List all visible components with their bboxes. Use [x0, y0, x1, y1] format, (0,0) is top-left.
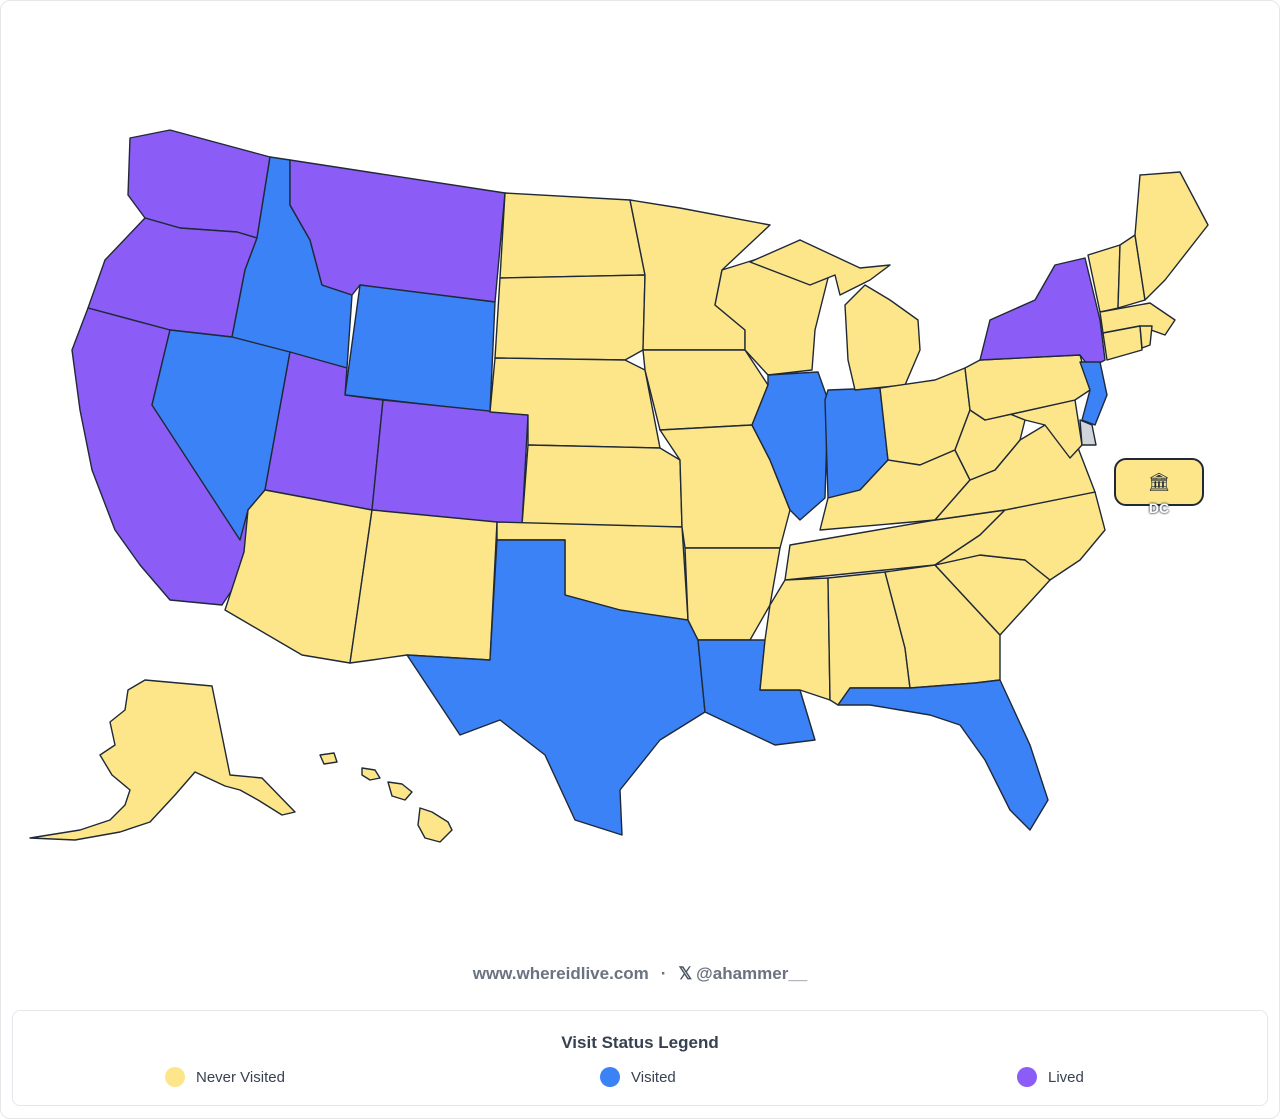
state-me[interactable]: [1134, 171, 1209, 301]
site-link[interactable]: www.whereidlive.com: [472, 964, 649, 983]
state-mi-lower[interactable]: [844, 284, 921, 391]
x-logo-icon: 𝕏: [678, 964, 693, 983]
bank-icon: 🏛: [1147, 472, 1171, 492]
state-wy[interactable]: [344, 284, 496, 413]
state-nm[interactable]: [349, 509, 498, 664]
legend-dot: [165, 1067, 185, 1087]
state-nj[interactable]: [1079, 361, 1108, 426]
state-hi-4[interactable]: [319, 752, 338, 765]
state-tx[interactable]: [406, 539, 706, 836]
state-hi[interactable]: [417, 807, 453, 843]
state-hi-2[interactable]: [387, 781, 413, 801]
legend-dot: [600, 1067, 620, 1087]
state-ar[interactable]: [684, 547, 781, 641]
legend-label: Lived: [1048, 1068, 1084, 1086]
us-states-map: [29, 129, 1209, 843]
state-nc[interactable]: [934, 491, 1106, 581]
legend-title: Visit Status Legend: [561, 1033, 719, 1052]
legend-label: Never Visited: [196, 1068, 285, 1086]
state-fl[interactable]: [837, 679, 1049, 831]
state-de[interactable]: [1079, 419, 1097, 446]
state-nd[interactable]: [499, 192, 646, 279]
state-hi-3[interactable]: [361, 767, 381, 781]
legend-panel: Visit Status Legend Never Visited Visite…: [12, 1010, 1268, 1106]
state-mi[interactable]: [749, 239, 891, 296]
state-ri[interactable]: [1139, 325, 1153, 349]
state-ny[interactable]: [979, 257, 1106, 369]
footer-separator: ·: [660, 964, 667, 983]
legend-item-lived: Lived: [1017, 1067, 1084, 1087]
state-ak[interactable]: [29, 679, 296, 841]
twitter-handle[interactable]: @ahammer__: [696, 964, 808, 983]
footer-credits: www.whereidlive.com · 𝕏 @ahammer__: [0, 964, 1280, 984]
state-co[interactable]: [371, 399, 529, 526]
dc-badge[interactable]: 🏛: [1114, 458, 1204, 506]
state-il[interactable]: [751, 371, 829, 521]
legend-item-visited: Visited: [600, 1067, 676, 1087]
dc-label: DC: [1148, 500, 1170, 516]
state-mt[interactable]: [289, 159, 506, 303]
legend-dot: [1017, 1067, 1037, 1087]
state-sd[interactable]: [494, 274, 646, 361]
state-ia[interactable]: [642, 349, 769, 431]
legend-label: Visited: [631, 1068, 676, 1086]
state-ks[interactable]: [521, 444, 683, 528]
legend-item-never-visited: Never Visited: [165, 1067, 285, 1087]
state-az[interactable]: [224, 489, 373, 664]
state-ct[interactable]: [1102, 325, 1143, 361]
